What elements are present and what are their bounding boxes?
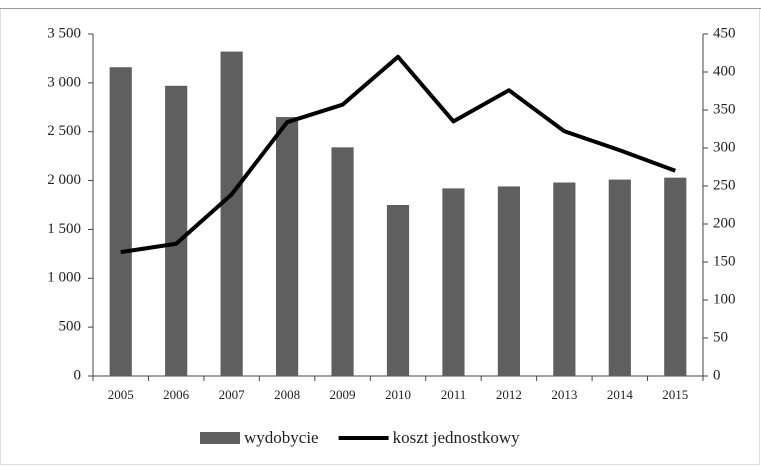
bar [109, 67, 132, 377]
y2-tick-label: 150 [713, 253, 736, 269]
y2-tick-label: 300 [713, 139, 736, 155]
x-tick-label: 2012 [496, 387, 522, 402]
y2-tick-label: 100 [713, 291, 736, 307]
x-tick-label: 2005 [108, 387, 134, 402]
bar [386, 205, 410, 376]
y-tick-label: 2 500 [47, 123, 81, 139]
bar [442, 188, 465, 376]
bar [276, 117, 299, 377]
legend-label: koszt jednostkowy [393, 428, 521, 447]
x-tick-label: 2009 [330, 387, 356, 402]
bar [165, 85, 188, 376]
y-tick-label: 500 [59, 319, 82, 335]
y2-tick-label: 0 [713, 367, 721, 383]
y2-tick-label: 200 [713, 215, 736, 231]
bar [553, 182, 576, 376]
x-tick-label: 2007 [219, 387, 246, 402]
x-tick-label: 2010 [385, 387, 411, 402]
line [120, 54, 676, 255]
bar [331, 147, 354, 376]
y2-tick-label: 350 [713, 101, 736, 117]
y2-tick-label: 50 [713, 329, 728, 345]
y2-tick-label: 250 [713, 177, 736, 193]
legend-label: wydobycie [244, 428, 319, 447]
legend-swatch [200, 432, 240, 444]
bar [220, 51, 243, 377]
x-tick-label: 2013 [551, 387, 577, 402]
bar [664, 177, 687, 376]
bar [497, 186, 520, 376]
y-tick-label: 3 000 [47, 74, 81, 90]
x-tick-label: 2008 [274, 387, 300, 402]
x-tick-label: 2015 [662, 387, 688, 402]
y2-tick-label: 450 [713, 25, 736, 41]
y-tick-label: 0 [74, 367, 82, 383]
bar [608, 179, 631, 376]
x-tick-label: 2014 [607, 387, 634, 402]
x-tick-label: 2011 [441, 387, 467, 402]
y-tick-label: 1 500 [47, 221, 81, 237]
y2-tick-label: 400 [713, 63, 736, 79]
y-tick-label: 1 000 [47, 270, 81, 286]
y-tick-label: 3 500 [47, 25, 81, 41]
y-tick-label: 2 000 [47, 172, 81, 188]
x-tick-label: 2006 [163, 387, 190, 402]
